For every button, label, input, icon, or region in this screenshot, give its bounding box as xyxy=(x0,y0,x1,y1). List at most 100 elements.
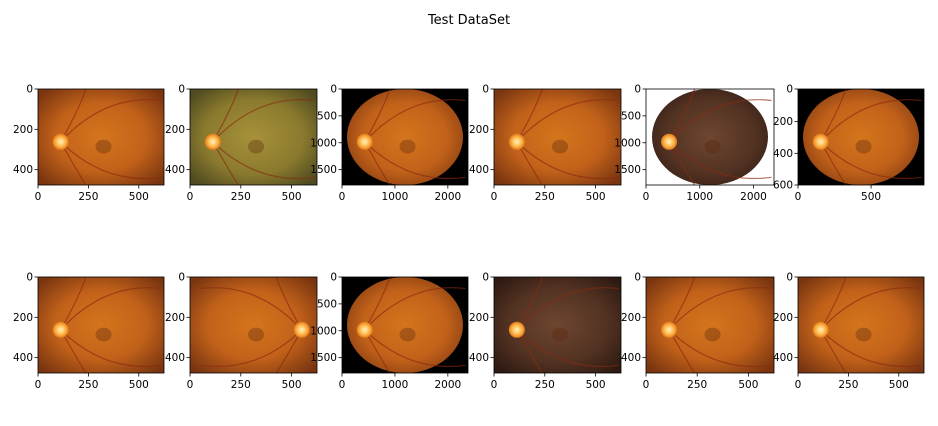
fundus-image xyxy=(38,276,164,374)
optic-disc xyxy=(661,321,678,338)
x-tick-label: 0 xyxy=(795,191,802,203)
x-tick-label: 250 xyxy=(231,379,251,391)
panel-12: 0 250 500 0 200 400 xyxy=(773,272,925,391)
y-tick-label: 200 xyxy=(165,124,185,136)
fundus-image xyxy=(494,88,621,186)
panel-7: 0 250 500 0 200 400 xyxy=(13,272,165,391)
y-tick-label: 400 xyxy=(165,352,185,364)
y-tick-label: 1500 xyxy=(614,164,641,176)
y-tick-label: 1000 xyxy=(310,137,337,149)
optic-disc xyxy=(293,321,310,338)
panel-10: 0 250 500 0 200 400 xyxy=(469,272,622,391)
fundus-image xyxy=(646,88,774,186)
y-tick-label: 400 xyxy=(773,148,793,160)
axes-frame xyxy=(37,88,165,186)
y-tick-label: 400 xyxy=(469,164,489,176)
y-tick-label: 500 xyxy=(317,298,337,310)
x-tick-label: 250 xyxy=(535,379,555,391)
optic-disc xyxy=(356,133,373,150)
y-tick-label: 1500 xyxy=(310,164,337,176)
y-tick-label: 0 xyxy=(634,272,641,284)
x-tick-label: 500 xyxy=(129,191,149,203)
optic-disc xyxy=(52,321,69,338)
panel-8: 0 250 500 0 200 400 xyxy=(165,272,318,391)
y-tick-label: 400 xyxy=(773,352,793,364)
y-tick-label: 200 xyxy=(773,116,793,128)
x-tick-label: 2000 xyxy=(434,191,461,203)
x-tick-label: 250 xyxy=(838,379,858,391)
optic-disc xyxy=(508,321,525,338)
panel-9: 0 1000 2000 0 500 1000 1500 xyxy=(310,272,469,391)
x-tick-label: 0 xyxy=(491,191,498,203)
optic-disc xyxy=(204,133,221,150)
optic-disc xyxy=(356,321,373,338)
axes-frame xyxy=(645,88,775,186)
y-tick-label: 0 xyxy=(178,84,185,96)
x-tick-label: 1000 xyxy=(382,191,409,203)
optic-disc xyxy=(661,133,678,150)
x-tick-label: 1000 xyxy=(686,191,713,203)
x-tick-label: 500 xyxy=(129,379,149,391)
x-tick-label: 0 xyxy=(339,379,346,391)
panel-5: 0 1000 2000 0 500 1000 1500 xyxy=(614,84,775,203)
axes-frame xyxy=(37,276,165,374)
y-tick-label: 400 xyxy=(621,352,641,364)
y-tick-label: 500 xyxy=(621,110,641,122)
y-tick-label: 0 xyxy=(482,84,489,96)
x-tick-label: 500 xyxy=(889,379,909,391)
x-tick-label: 500 xyxy=(282,379,302,391)
panel-3: 0 1000 2000 0 500 1000 1500 xyxy=(310,84,469,203)
y-tick-label: 1500 xyxy=(310,352,337,364)
y-tick-label: 400 xyxy=(13,352,33,364)
axes-frame xyxy=(797,88,925,186)
x-tick-label: 500 xyxy=(586,379,606,391)
optic-disc xyxy=(812,133,829,150)
panel-4: 0 250 500 0 200 400 xyxy=(469,84,622,203)
x-tick-label: 500 xyxy=(861,191,881,203)
y-tick-label: 200 xyxy=(13,124,33,136)
y-tick-label: 0 xyxy=(26,84,33,96)
axes-frame xyxy=(645,276,775,374)
x-tick-label: 500 xyxy=(586,191,606,203)
x-tick-label: 500 xyxy=(282,191,302,203)
x-tick-label: 0 xyxy=(491,379,498,391)
y-tick-label: 0 xyxy=(178,272,185,284)
y-tick-label: 0 xyxy=(482,272,489,284)
optic-disc xyxy=(52,133,69,150)
fundus-image xyxy=(190,88,317,186)
axes-frame xyxy=(493,88,622,186)
y-tick-label: 0 xyxy=(634,84,641,96)
axes-frame xyxy=(189,276,318,374)
panel-6: 0 500 0 200 400 600 xyxy=(773,84,925,203)
figure-title: Test DataSet xyxy=(427,13,510,28)
x-tick-label: 0 xyxy=(339,191,346,203)
fundus-image xyxy=(494,276,621,374)
x-tick-label: 250 xyxy=(687,379,707,391)
y-tick-label: 200 xyxy=(621,312,641,324)
x-tick-label: 1000 xyxy=(382,379,409,391)
fundus-image xyxy=(798,88,924,186)
optic-disc xyxy=(508,133,525,150)
fundus-image xyxy=(798,276,924,374)
y-tick-label: 200 xyxy=(469,312,489,324)
y-tick-label: 0 xyxy=(786,84,793,96)
x-tick-label: 0 xyxy=(643,191,650,203)
y-tick-label: 0 xyxy=(26,272,33,284)
y-tick-label: 0 xyxy=(786,272,793,284)
y-tick-label: 200 xyxy=(165,312,185,324)
x-tick-label: 250 xyxy=(78,191,98,203)
x-tick-label: 0 xyxy=(187,379,194,391)
axes-frame xyxy=(341,276,469,374)
y-tick-label: 200 xyxy=(13,312,33,324)
panel-1: 0 250 500 0 200 400 xyxy=(13,84,165,203)
x-tick-label: 250 xyxy=(78,379,98,391)
panel-11: 0 250 500 0 200 400 xyxy=(621,272,775,391)
x-tick-label: 0 xyxy=(35,191,42,203)
fundus-image xyxy=(190,276,317,374)
y-tick-label: 1000 xyxy=(310,325,337,337)
y-tick-label: 400 xyxy=(13,164,33,176)
x-tick-label: 0 xyxy=(643,379,650,391)
y-tick-label: 200 xyxy=(773,312,793,324)
